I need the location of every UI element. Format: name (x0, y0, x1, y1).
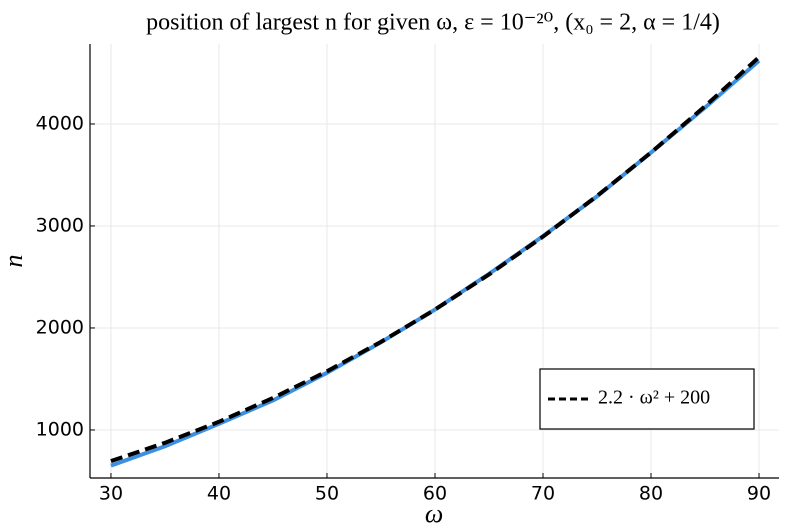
x-tick-label: 50 (315, 483, 339, 505)
x-tick-label: 70 (531, 483, 555, 505)
x-tick-label: 80 (639, 483, 663, 505)
y-tick-label: 4000 (36, 112, 84, 134)
y-tick-label: 3000 (36, 214, 84, 236)
y-tick-label: 2000 (36, 316, 84, 338)
legend-label: 2.2 · ω² + 200 (598, 387, 710, 409)
chart-title: position of largest n for given ω, ε = 1… (146, 10, 720, 36)
x-tick-label: 60 (423, 483, 447, 505)
y-axis-label: n (0, 255, 28, 268)
y-tick-label: 1000 (36, 418, 84, 440)
x-tick-label: 40 (207, 483, 231, 505)
x-tick-label: 30 (99, 483, 123, 505)
x-tick-label: 90 (747, 483, 771, 505)
series-line (110, 55, 761, 463)
x-axis-label: ω (425, 499, 443, 528)
